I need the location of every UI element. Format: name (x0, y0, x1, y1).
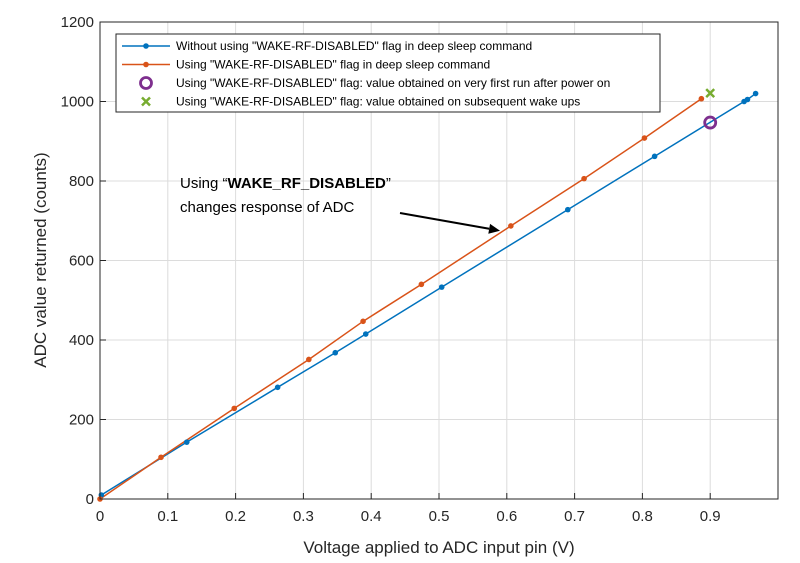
y-axis-ticks: 0 200 400 600 800 1000 1200 (61, 14, 106, 508)
series-1-point (651, 153, 658, 160)
y-tick-label: 1000 (61, 94, 94, 111)
series-markers (97, 88, 759, 502)
legend-box (115, 33, 661, 113)
series-2-point (698, 95, 705, 102)
legend-entry-3-label: Using "WAKE-RF-DISABLED" flag: value obt… (176, 76, 610, 90)
y-tick-label: 600 (69, 253, 94, 270)
y-tick-label: 1200 (61, 14, 94, 31)
y-tick-label: 0 (86, 491, 94, 508)
series-3-point (703, 115, 718, 130)
legend-entry-1-marker (143, 43, 149, 49)
x-tick-label: 0 (96, 508, 104, 525)
series-1-point (362, 331, 369, 337)
x-tick-label: 0.8 (632, 508, 653, 525)
annotation-bold: WAKE_RF_DISABLED (228, 175, 387, 192)
legend-entry-4-label: Using "WAKE-RF-DISABLED" flag: value obt… (176, 95, 580, 109)
x-tick-label: 0.2 (225, 508, 246, 525)
x-axis-ticks: 0 0.1 0.2 0.3 0.4 0.5 0.6 0.7 0.8 0.9 (96, 493, 721, 525)
series-2-point (306, 356, 312, 363)
series-2-point (158, 454, 164, 461)
annotation-line-2: changes response of ADC (180, 199, 354, 216)
y-tick-label: 800 (69, 173, 94, 190)
legend-entry-3-marker (139, 76, 153, 90)
series-2-point (360, 318, 366, 325)
annotation-prefix: Using “ (180, 175, 228, 192)
series-2-point (581, 175, 587, 182)
series-1-point (752, 90, 759, 97)
x-tick-label: 0.3 (293, 508, 314, 525)
legend: Without using "WAKE-RF-DISABLED" flag in… (115, 33, 661, 113)
y-tick-label: 400 (69, 332, 94, 349)
x-tick-label: 0.6 (496, 508, 517, 525)
annotation-arrowhead (488, 223, 501, 234)
series-2-point (508, 223, 514, 229)
x-tick-label: 0.7 (564, 508, 585, 525)
series-4-point (705, 88, 716, 99)
legend-entry-1-label: Without using "WAKE-RF-DISABLED" flag in… (176, 39, 532, 53)
y-tick-label: 200 (69, 412, 94, 429)
legend-entry-2-label: Using "WAKE-RF-DISABLED" flag in deep sl… (176, 58, 490, 72)
series-2-point (231, 405, 238, 412)
series-1-point (183, 439, 190, 445)
series-2-point (641, 135, 648, 141)
series-1-point (332, 349, 339, 356)
annotation: Using “WAKE_RF_DISABLED” changes respons… (180, 175, 501, 234)
annotation-arrow (399, 212, 490, 230)
x-tick-label: 0.4 (361, 508, 382, 525)
annotation-suffix: ” (386, 175, 391, 192)
legend-entry-2-marker (143, 61, 149, 68)
series-1-point (438, 284, 445, 290)
annotation-line-1: Using “WAKE_RF_DISABLED” (180, 175, 391, 192)
legend-entry-4-marker (141, 96, 151, 107)
x-axis-label: Voltage applied to ADC input pin (V) (303, 538, 574, 557)
series-1-point (565, 206, 571, 213)
series-1-point (744, 96, 751, 103)
series-1-point (274, 384, 281, 391)
x-tick-label: 0.9 (700, 508, 721, 525)
series-2-point (418, 281, 425, 288)
x-tick-label: 0.1 (157, 508, 178, 525)
series-2-line (99, 98, 702, 500)
y-axis-label: ADC value returned (counts) (31, 152, 50, 367)
x-tick-label: 0.5 (429, 508, 450, 525)
